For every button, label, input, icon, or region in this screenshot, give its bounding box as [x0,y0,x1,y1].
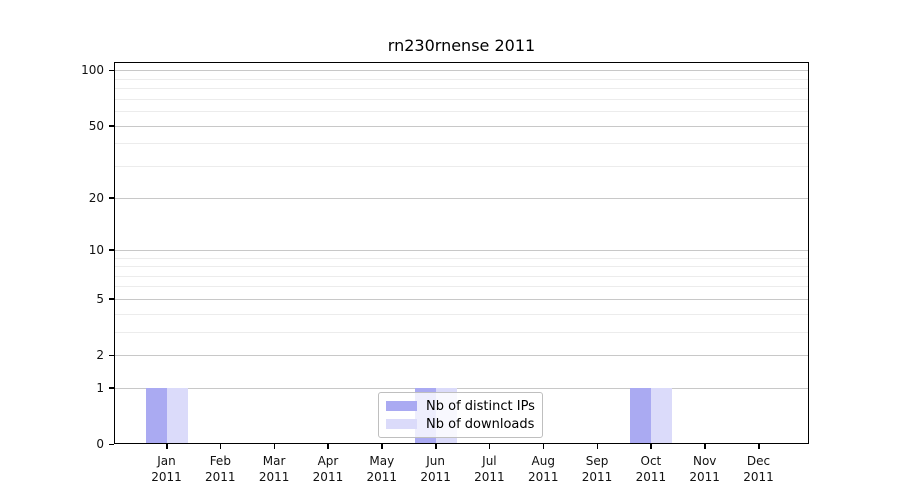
plot-frame [114,62,809,444]
x-tick-mark [435,444,437,449]
x-tick-month: Aug [531,454,555,468]
x-tick-year: 2011 [258,470,290,484]
bar-nb-of-distinct-ips-oct [629,387,651,444]
minor-gridline [114,275,809,277]
y-tick-mark [109,197,114,199]
legend-row: Nb of distinct IPs [386,398,535,414]
legend-label: Nb of downloads [426,416,535,432]
x-tick-label: Oct 2011 [621,453,681,485]
x-tick-mark [758,444,760,449]
plot-area [114,62,809,444]
x-tick-month: Dec [746,454,771,468]
major-gridline [114,197,809,199]
x-tick-mark [704,444,706,449]
x-tick-month: Oct [640,454,662,468]
minor-gridline [114,88,809,90]
minor-gridline [114,78,809,80]
x-tick-label: Sep 2011 [567,453,627,485]
x-tick-month: Sep [585,454,609,468]
y-tick-label: 1 [96,380,104,395]
bar-nb-of-distinct-ips-jan [145,387,167,444]
x-tick-year: 2011 [581,470,613,484]
legend: Nb of distinct IPs Nb of downloads [378,392,543,438]
y-tick-label: 2 [96,348,104,363]
y-tick-mark [109,443,114,445]
x-tick-label: Jun 2011 [406,453,466,485]
legend-label: Nb of distinct IPs [426,398,535,414]
major-gridline [114,355,809,357]
x-tick-month: Jul [482,454,497,468]
bar-nb-of-downloads-oct [650,387,672,444]
x-tick-label: Nov 2011 [675,453,735,485]
legend-row: Nb of downloads [386,416,535,432]
y-tick-mark [109,249,114,251]
x-tick-mark [381,444,383,449]
x-tick-year: 2011 [743,470,774,484]
minor-gridline [114,257,809,259]
major-gridline [114,70,809,72]
x-tick-month: Nov [692,454,717,468]
x-tick-month: Mar [262,454,286,468]
minor-gridline [114,98,809,100]
y-tick-mark [109,298,114,300]
x-tick-label: Dec 2011 [729,453,789,485]
y-tick-mark [109,387,114,389]
legend-swatch-downloads [386,419,417,429]
x-tick-year: 2011 [205,470,236,484]
x-tick-label: May 2011 [352,453,412,485]
x-tick-month: May [369,454,395,468]
x-tick-month: Jun [426,454,445,468]
x-tick-label: Jan 2011 [137,453,197,485]
x-tick-label: Feb 2011 [190,453,250,485]
y-tick-mark [109,69,114,72]
x-tick-year: 2011 [366,470,398,484]
x-tick-mark [166,444,168,449]
x-tick-year: 2011 [312,470,344,484]
y-tick-label: 100 [81,63,104,78]
x-tick-label: Aug 2011 [513,453,573,485]
chart-title: rn230rnense 2011 [387,36,536,55]
x-tick-mark [273,444,276,449]
y-tick-mark [109,125,114,127]
major-gridline [114,387,809,389]
x-tick-label: Jul 2011 [459,453,519,485]
y-tick-label: 20 [88,190,104,205]
x-tick-mark [219,444,222,449]
x-tick-year: 2011 [527,470,559,484]
x-tick-month: Apr [317,454,339,468]
y-tick-label: 0 [96,437,104,451]
x-tick-label: Apr 2011 [298,453,358,485]
minor-gridline [114,266,809,268]
x-tick-year: 2011 [420,470,451,484]
x-tick-label: Mar 2011 [244,453,304,485]
minor-gridline [114,165,809,167]
x-tick-year: 2011 [151,470,182,484]
minor-gridline [114,143,809,145]
major-gridline [114,125,809,127]
major-gridline [114,249,809,251]
x-tick-mark [542,444,545,449]
y-tick-label: 10 [88,242,104,257]
x-tick-year: 2011 [474,470,505,484]
x-tick-mark [488,444,491,449]
legend-swatch-distinct-ips [386,401,417,411]
minor-gridline [114,111,809,113]
minor-gridline [114,286,809,288]
minor-gridline [114,331,809,333]
minor-gridline [114,313,809,315]
y-tick-label: 50 [88,118,104,133]
x-tick-mark [650,444,652,449]
y-tick-mark [109,354,114,357]
x-tick-month: Jan [157,454,176,468]
x-tick-year: 2011 [689,470,720,484]
major-gridline [114,298,809,300]
y-tick-label: 5 [96,291,104,306]
x-tick-mark [596,444,599,449]
bar-nb-of-downloads-jan [166,387,188,444]
x-tick-month: Feb [209,454,231,468]
x-tick-year: 2011 [635,470,667,484]
x-tick-mark [327,444,329,449]
